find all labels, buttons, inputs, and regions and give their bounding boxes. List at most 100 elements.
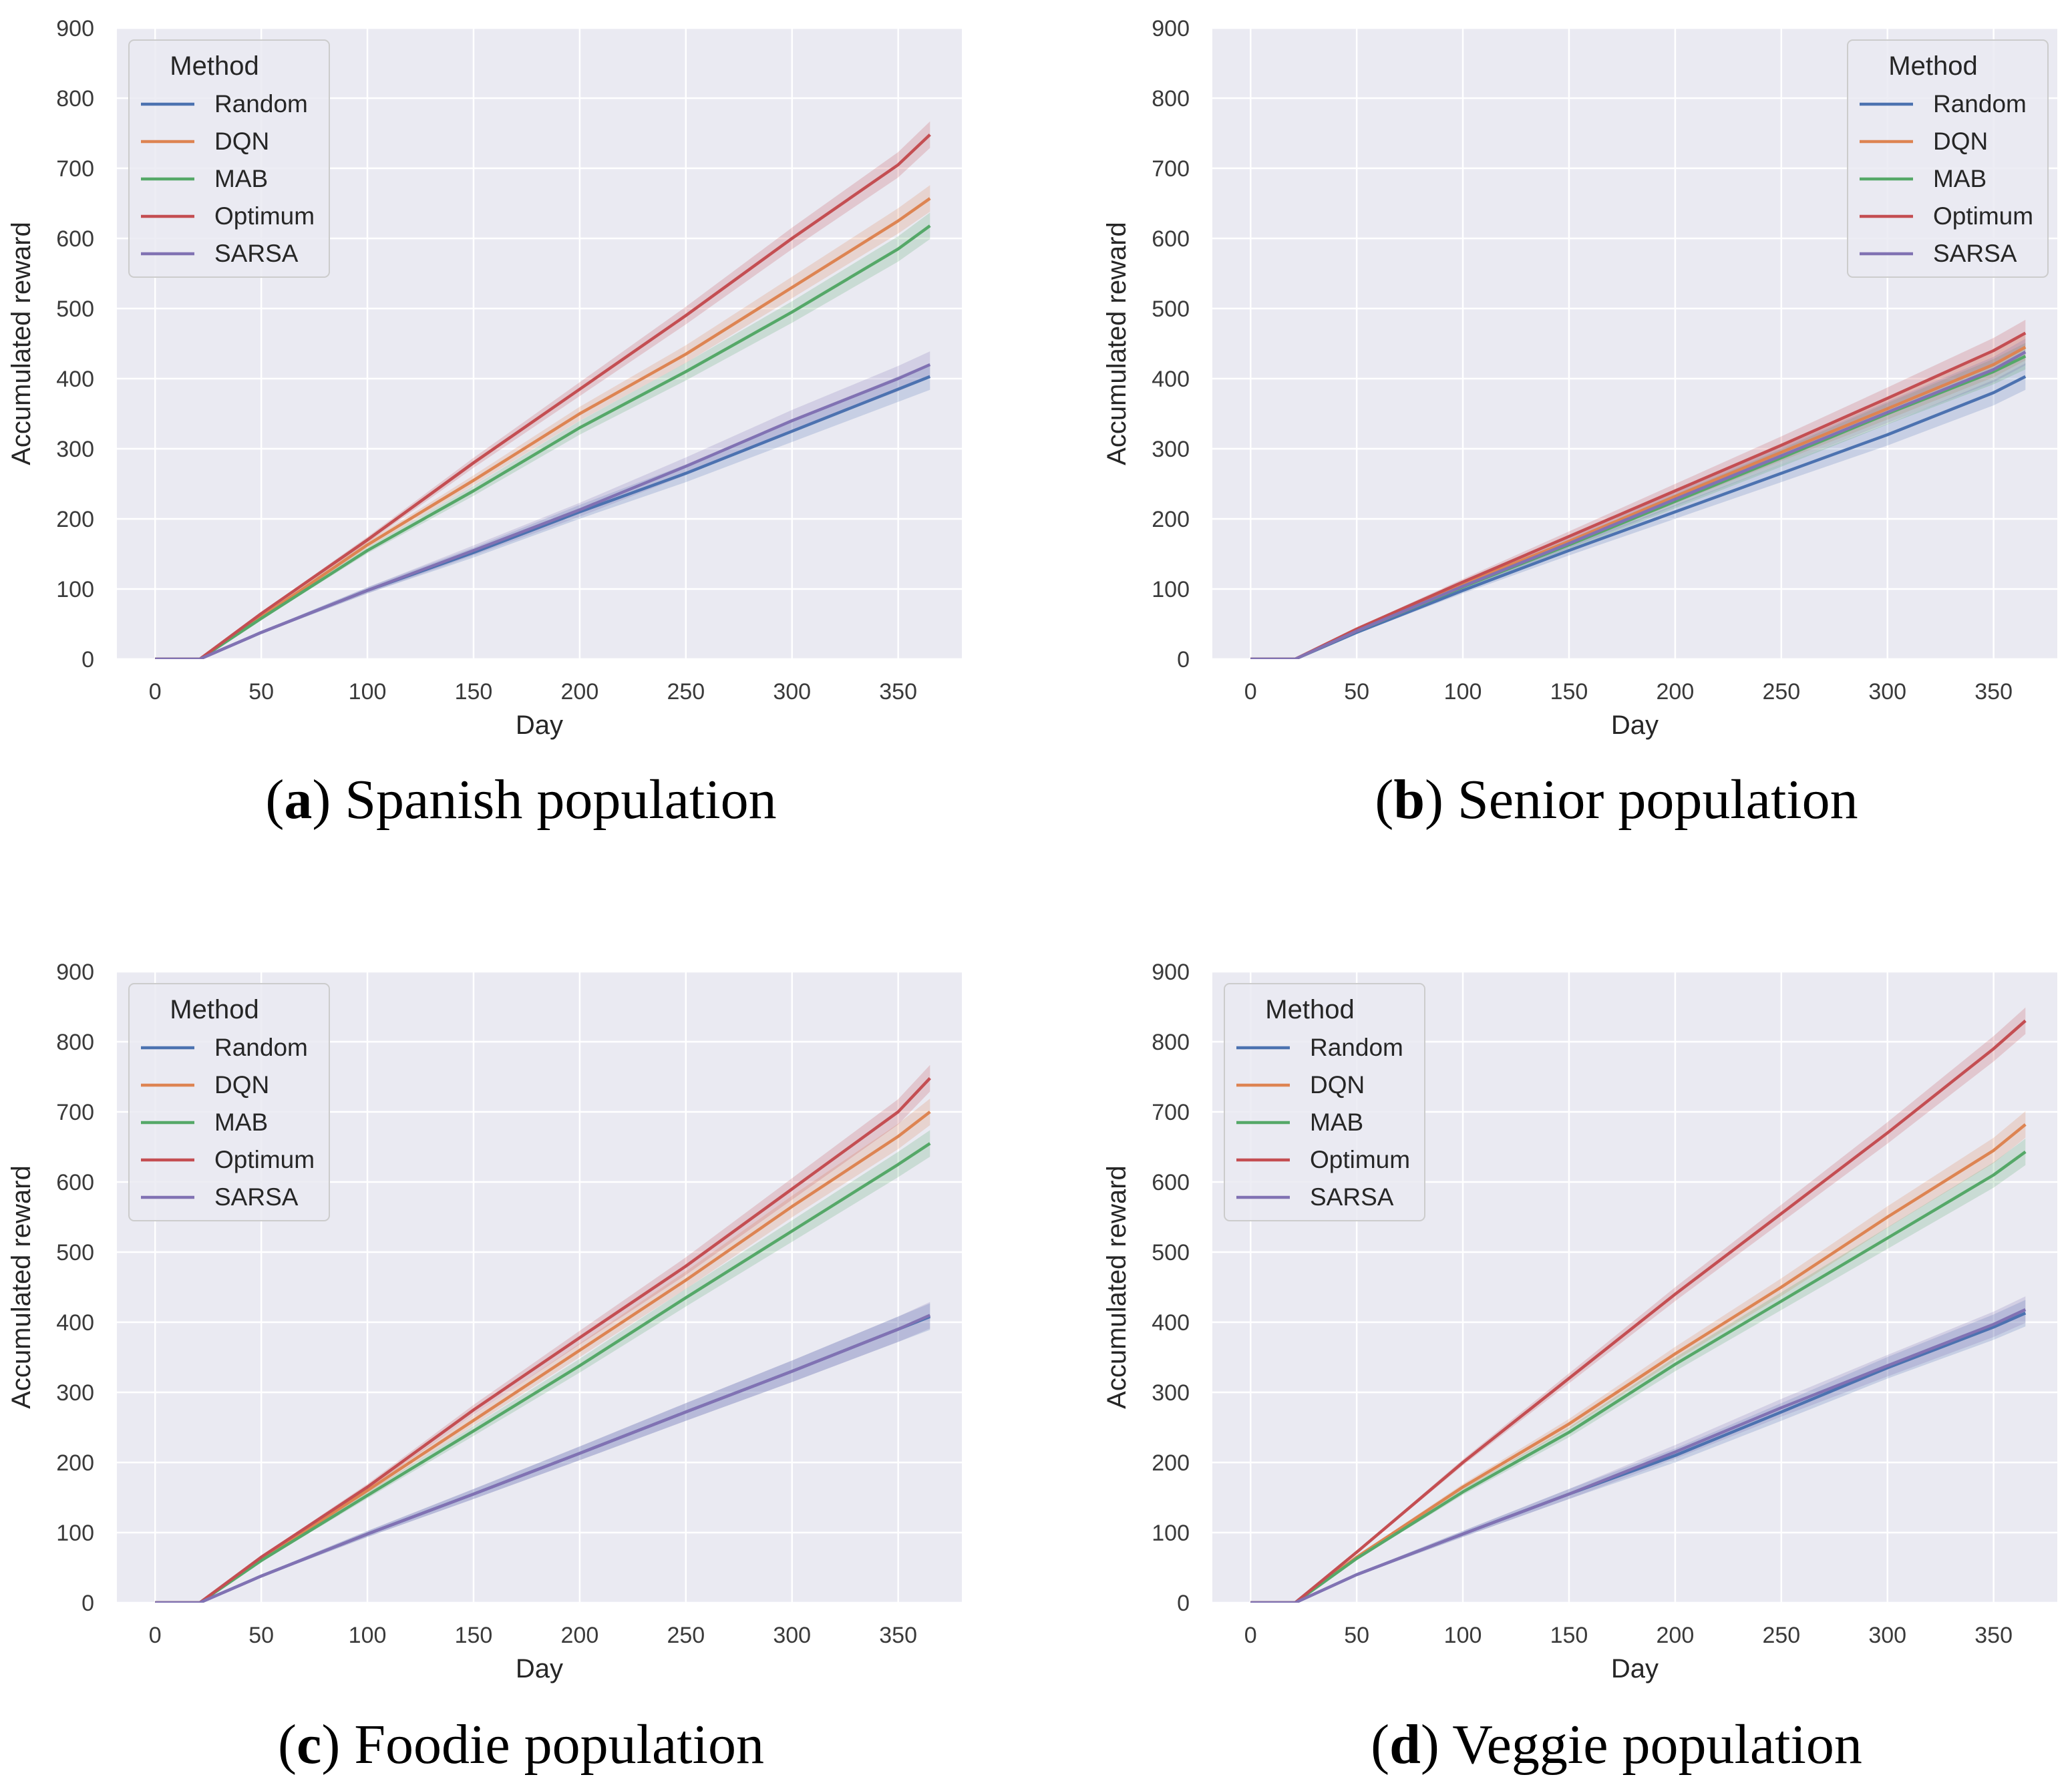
legend-label-sarsa: SARSA (214, 1183, 299, 1211)
series-line-mab (155, 224, 931, 659)
y-tick-label: 400 (1152, 367, 1190, 392)
y-tick-label: 900 (56, 16, 94, 41)
x-tick-label: 150 (455, 1623, 493, 1648)
legend-label-mab: MAB (214, 165, 268, 192)
legend-label-dqn: DQN (1310, 1071, 1365, 1099)
x-tick-label: 100 (1444, 679, 1482, 705)
legend: Method Random DQN MAB Optimum SARSA (128, 983, 330, 1221)
panel-c: 0 100 200 300 400 500 600 700 800 900 0 50 100 150 200… (7, 960, 962, 1776)
y-tick-label: 600 (1152, 226, 1190, 252)
y-axis-label: Accumulated reward (7, 222, 36, 465)
y-tick-label: 700 (56, 1100, 94, 1125)
caption-letter: b (1393, 769, 1425, 831)
legend: Method Random DQN MAB Optimum SARSA (1224, 983, 1425, 1221)
x-tick-label: 250 (1762, 679, 1800, 705)
legend-label-mab: MAB (1933, 165, 1987, 192)
x-tick-label: 200 (1657, 679, 1695, 705)
x-tick-label: 300 (1868, 1623, 1906, 1648)
legend-label-optimum: Optimum (214, 1146, 315, 1173)
y-tick-label: 200 (1152, 1450, 1190, 1476)
x-tick-label: 50 (1344, 1623, 1369, 1648)
y-tick-label: 200 (56, 1450, 94, 1476)
x-axis-label: Day (1611, 711, 1659, 740)
x-tick-label: 100 (1444, 1623, 1482, 1648)
caption-letter: a (284, 769, 312, 831)
y-tick-label: 0 (1177, 1591, 1190, 1616)
y-tick-label: 100 (1152, 1521, 1190, 1546)
x-tick-label: 50 (1344, 679, 1369, 705)
x-tick-label: 100 (349, 1623, 387, 1648)
x-tick-label: 350 (1974, 1623, 2013, 1648)
series-line-sarsa (155, 1314, 931, 1603)
x-tick-label: 100 (349, 679, 387, 705)
y-tick-label: 0 (81, 1591, 94, 1616)
legend-title: Method (1888, 51, 1977, 81)
y-tick-label: 500 (56, 1240, 94, 1265)
x-tick-label: 200 (561, 679, 599, 705)
series-group (155, 1064, 931, 1603)
y-tick-label: 100 (1152, 577, 1190, 602)
y-tick-label: 500 (1152, 296, 1190, 322)
x-tick-label: 0 (149, 679, 162, 705)
legend-title: Method (170, 995, 258, 1024)
legend-title: Method (170, 51, 258, 81)
caption-letter: c (297, 1714, 321, 1776)
panel-caption: (d) Veggie population (1371, 1714, 1862, 1776)
legend-label-random: Random (1933, 90, 2027, 118)
panel-b: 0 100 200 300 400 500 600 700 800 900 0 50 100 150 200… (1102, 16, 2057, 831)
legend-label-random: Random (214, 90, 308, 118)
legend-label-optimum: Optimum (214, 202, 315, 230)
legend-label-mab: MAB (214, 1109, 268, 1136)
y-tick-label: 600 (56, 1170, 94, 1195)
legend-label-dqn: DQN (214, 1071, 269, 1099)
legend: Method Random DQN MAB Optimum SARSA (1847, 39, 2049, 278)
panel-a: 0 100 200 300 400 500 600 700 800 900 0 50 100 150 200… (7, 16, 962, 831)
series-line-sarsa (155, 363, 931, 659)
x-tick-label: 200 (1657, 1623, 1695, 1648)
y-tick-label: 300 (1152, 437, 1190, 462)
x-axis-label: Day (516, 711, 563, 740)
series-line-sarsa (1250, 1308, 2027, 1603)
panel-caption: (a) Spanish population (265, 769, 776, 831)
y-tick-label: 600 (1152, 1170, 1190, 1195)
x-axis-label: Day (516, 1654, 563, 1683)
x-axis-label: Day (1611, 1654, 1659, 1683)
y-tick-label: 100 (56, 1521, 94, 1546)
y-axis-label: Accumulated reward (1102, 222, 1132, 465)
panel-d: 0 100 200 300 400 500 600 700 800 900 0 50 100 150 200… (1102, 960, 2057, 1776)
y-tick-label: 500 (56, 296, 94, 322)
series-line-mab (1250, 1150, 2027, 1603)
y-tick-label: 700 (1152, 156, 1190, 182)
x-tick-label: 50 (248, 1623, 274, 1648)
x-tick-label: 350 (1974, 679, 2013, 705)
y-tick-label: 200 (56, 507, 94, 532)
y-tick-label: 800 (56, 1030, 94, 1055)
legend-label-sarsa: SARSA (1933, 240, 2017, 267)
y-tick-label: 100 (56, 577, 94, 602)
x-tick-label: 300 (773, 1623, 811, 1648)
series-group (155, 121, 931, 659)
legend-label-dqn: DQN (214, 128, 269, 155)
y-tick-label: 400 (56, 1310, 94, 1336)
x-tick-label: 50 (248, 679, 274, 705)
caption-text: Foodie population (354, 1714, 764, 1776)
legend-label-sarsa: SARSA (1310, 1183, 1394, 1211)
caption-text: Veggie population (1452, 1714, 1862, 1776)
legend-label-optimum: Optimum (1933, 202, 2033, 230)
y-tick-label: 800 (1152, 86, 1190, 112)
y-tick-label: 0 (1177, 647, 1190, 672)
x-tick-label: 300 (1868, 679, 1906, 705)
x-tick-label: 250 (667, 679, 705, 705)
x-tick-label: 350 (879, 679, 917, 705)
legend-label-mab: MAB (1310, 1109, 1363, 1136)
y-tick-label: 200 (1152, 507, 1190, 532)
y-tick-label: 600 (56, 226, 94, 252)
y-tick-label: 900 (56, 960, 94, 985)
x-tick-label: 300 (773, 679, 811, 705)
series-line-optimum (155, 1077, 931, 1603)
legend-label-random: Random (214, 1034, 308, 1061)
y-tick-label: 300 (56, 437, 94, 462)
y-tick-label: 300 (1152, 1380, 1190, 1406)
legend-label-dqn: DQN (1933, 128, 1988, 155)
